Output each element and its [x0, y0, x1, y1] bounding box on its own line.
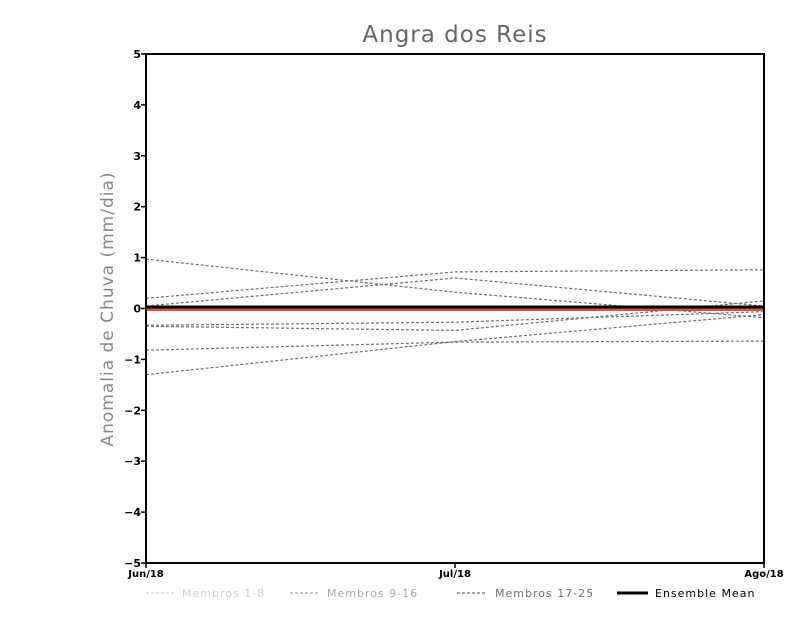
y-tick-label: 1: [133, 252, 141, 265]
member-series-line: [145, 311, 765, 326]
legend-label: Membros 1-8: [182, 587, 265, 600]
y-axis-label: Anomalia de Chuva (mm/dia): [98, 171, 118, 446]
y-tick-label: −5: [124, 557, 141, 570]
x-tick-label: Ago/18: [744, 569, 783, 580]
chart-title: Angra dos Reis: [362, 22, 547, 48]
x-tick-label: Jul/18: [438, 569, 471, 580]
legend-label: Membros 9-16: [327, 587, 418, 600]
series-lines: [145, 258, 765, 376]
legend-label: Ensemble Mean: [655, 587, 755, 600]
y-tick-label: 2: [133, 201, 141, 214]
member-series-line: [145, 269, 765, 299]
legend-label: Membros 17-25: [495, 587, 594, 600]
y-tick-label: 4: [133, 99, 141, 112]
x-tick-label: Jun/18: [127, 569, 164, 580]
member-series-line: [145, 300, 765, 332]
member-series-line: [145, 277, 765, 307]
member-series-line: [145, 340, 765, 351]
ensemble-mean-layer: [146, 305, 764, 311]
y-tick-label: −2: [124, 404, 141, 417]
y-tick-label: 5: [133, 48, 141, 61]
legend: Membros 1-8 Membros 9-16 Membros 17-25 Ense…: [146, 587, 755, 600]
member-series-line: [145, 314, 765, 376]
plot-frame: [145, 53, 765, 564]
y-tick-label: −3: [124, 455, 141, 468]
y-tick-label: 3: [133, 150, 141, 163]
y-tick-label: −1: [124, 353, 141, 366]
y-tick-label: 0: [133, 303, 141, 316]
y-tick-label: −4: [124, 506, 141, 519]
